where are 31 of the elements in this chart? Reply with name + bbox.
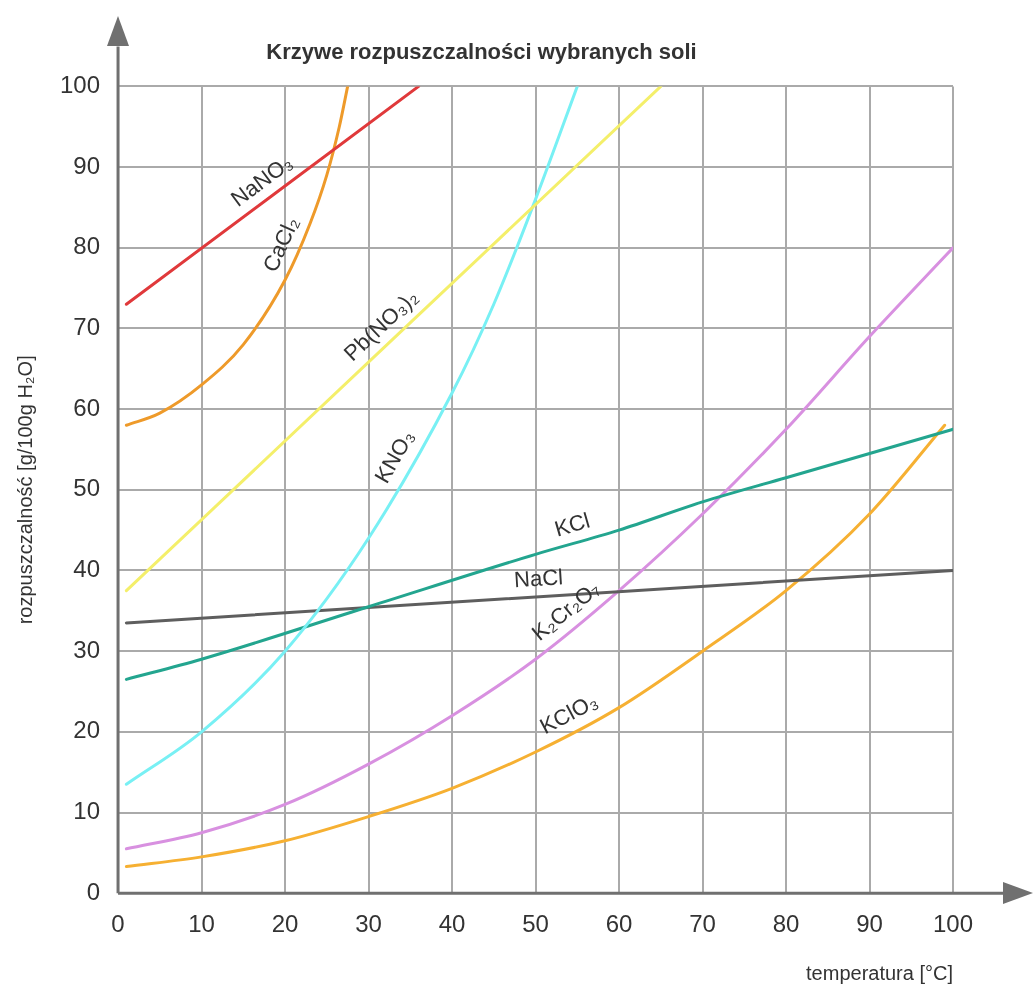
- x-tick-label: 80: [772, 910, 800, 938]
- x-tick-label: 40: [438, 910, 466, 938]
- x-tick-label: 50: [522, 910, 549, 938]
- y-tick-label: 40: [73, 555, 101, 583]
- x-tick-label: 10: [188, 910, 215, 938]
- y-tick-label: 30: [73, 635, 101, 663]
- y-tick-label: 90: [73, 151, 101, 179]
- chart-title: Krzywe rozpuszczalności wybranych soli: [266, 39, 697, 65]
- x-tick-label: 0: [111, 910, 125, 938]
- x-tick-label: 20: [271, 910, 299, 938]
- line-series: [124, 423, 947, 869]
- y-tick-label: 0: [86, 877, 101, 905]
- line-series: [124, 427, 953, 681]
- y-tick-label: 80: [73, 232, 101, 260]
- x-tick-label: 100: [932, 910, 974, 938]
- text: KCl: [551, 507, 593, 542]
- y-tick-label: 100: [60, 71, 101, 99]
- series-label: NaCl: [513, 564, 564, 593]
- y-tick-label: 70: [73, 313, 101, 341]
- x-tick-label: 60: [605, 910, 633, 938]
- y-tick-label: 20: [73, 716, 101, 744]
- text: CaCl₂: [257, 212, 304, 276]
- text: KClO₃: [535, 688, 602, 740]
- y-tick-label: 10: [73, 797, 101, 825]
- x-tick-label: 30: [355, 910, 382, 938]
- y-tick-label: 50: [73, 474, 101, 502]
- y-axis-title: rozpuszczalność [g/100g H₂O]: [13, 355, 36, 625]
- y-tick-label: 60: [73, 393, 101, 421]
- x-tick-label: 90: [856, 910, 883, 938]
- x-tick-label: 70: [689, 910, 716, 938]
- x-axis-title: temperatura [°C]: [806, 961, 953, 984]
